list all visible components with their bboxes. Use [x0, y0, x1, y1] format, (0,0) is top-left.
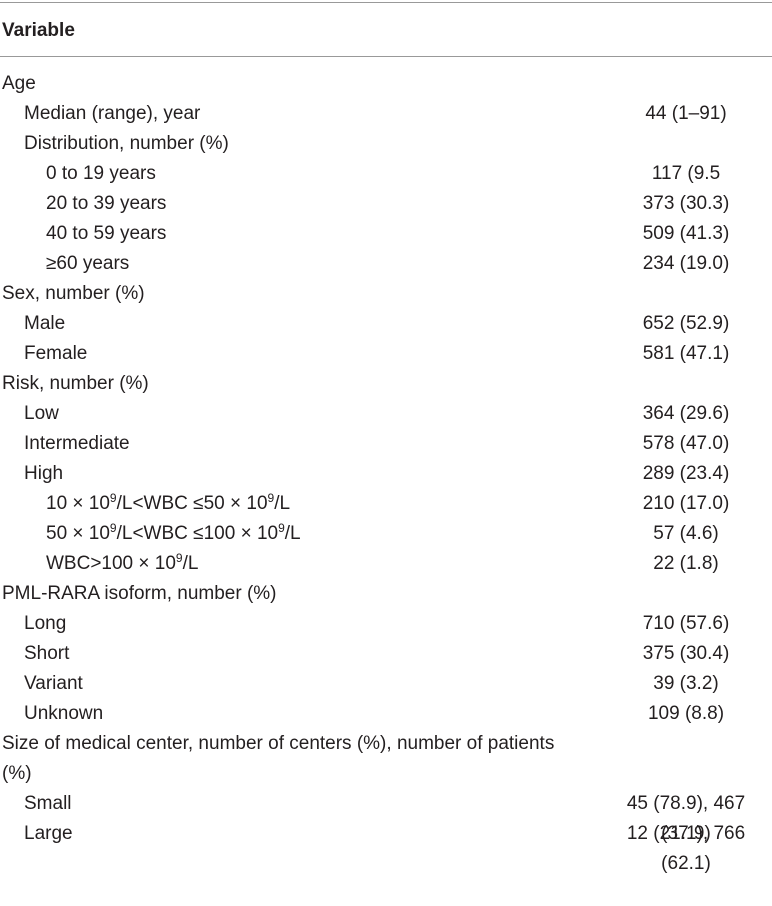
row-value: 44 (1–91) — [645, 103, 727, 124]
table-row: Risk, number (%) — [0, 369, 772, 399]
row-label: PML-RARA isoform, number (%) — [2, 583, 277, 604]
table-header: Variable — [0, 2, 772, 57]
table-row: PML-RARA isoform, number (%) — [0, 579, 772, 609]
table-row: ≥60 years 234 (19.0) — [0, 249, 772, 279]
table-row: Median (range), year 44 (1–91) — [0, 99, 772, 129]
row-value: 45 (78.9), 467 (37.9) — [626, 793, 746, 844]
table-row: Long 710 (57.6) — [0, 609, 772, 639]
table-row: 20 to 39 years 373 (30.3) — [0, 189, 772, 219]
table-body: Age Median (range), year 44 (1–91) Distribu… — [0, 69, 772, 874]
table-row: Sex, number (%) — [0, 279, 772, 309]
row-label: Risk, number (%) — [2, 373, 149, 394]
label-part: /L — [182, 553, 199, 574]
table-row: Large 12 (21.1), 766 (62.1) — [0, 819, 772, 874]
row-label: 0 to 19 years — [46, 163, 156, 184]
table-row: Low 364 (29.6) — [0, 399, 772, 429]
table-row: Short 375 (30.4) — [0, 639, 772, 669]
row-label: Low — [24, 403, 59, 424]
label-part: 50 × 10 — [46, 523, 110, 544]
table-row: Male 652 (52.9) — [0, 309, 772, 339]
row-value: 509 (41.3) — [642, 223, 730, 244]
table-row: 10 × 109/L<WBC ≤50 × 109/L 210 (17.0) — [0, 489, 772, 519]
row-label: Age — [2, 73, 36, 94]
row-label: WBC>100 × 109/L — [0, 549, 560, 579]
row-label: Long — [24, 613, 67, 634]
row-label: Male — [24, 313, 66, 334]
row-label: Female — [24, 343, 88, 364]
superscript: 9 — [109, 521, 117, 535]
row-value: 234 (19.0) — [642, 253, 730, 274]
row-value: 117 (9.5 — [651, 163, 721, 184]
row-label: Sex, number (%) — [2, 283, 145, 304]
table-row: High 289 (23.4) — [0, 459, 772, 489]
label-part: /L<WBC ≤100 × 10 — [116, 523, 279, 544]
row-label: High — [24, 463, 64, 484]
row-value: 652 (52.9) — [642, 313, 730, 334]
row-label: 20 to 39 years — [46, 193, 167, 214]
row-value: 109 (8.8) — [647, 703, 725, 724]
row-value: 581 (47.1) — [642, 343, 730, 364]
row-label: Variant — [24, 673, 83, 694]
table-row: Age — [0, 69, 772, 99]
row-value: 210 (17.0) — [642, 493, 730, 514]
row-value: 22 (1.8) — [653, 553, 719, 574]
row-label: Unknown — [24, 703, 104, 724]
row-label: Intermediate — [24, 433, 130, 454]
superscript: 9 — [109, 491, 117, 505]
table-row: Small 45 (78.9), 467 (37.9) — [0, 789, 772, 844]
row-label: Short — [24, 643, 70, 664]
row-label: Distribution, number (%) — [24, 133, 229, 154]
row-value: 39 (3.2) — [653, 673, 719, 694]
table-row: Variant 39 (3.2) — [0, 669, 772, 699]
superscript: 9 — [175, 551, 183, 565]
row-label: Size of medical center, number of center… — [2, 733, 555, 784]
label-part: 10 × 10 — [46, 493, 110, 514]
table-row: 50 × 109/L<WBC ≤100 × 109/L 57 (4.6) — [0, 519, 772, 549]
table-row: Size of medical center, number of center… — [0, 729, 772, 789]
row-value: 375 (30.4) — [642, 643, 730, 664]
header-text: Variable — [2, 20, 75, 41]
row-value: 710 (57.6) — [642, 613, 730, 634]
label-part: WBC>100 × 10 — [46, 553, 176, 574]
row-value: 364 (29.6) — [642, 403, 730, 424]
superscript: 9 — [267, 491, 275, 505]
table-row: Female 581 (47.1) — [0, 339, 772, 369]
row-label: Small — [24, 793, 72, 814]
row-label: 50 × 109/L<WBC ≤100 × 109/L — [0, 519, 560, 549]
row-value: 57 (4.6) — [653, 523, 719, 544]
row-label: 40 to 59 years — [46, 223, 167, 244]
table-row: Unknown 109 (8.8) — [0, 699, 772, 729]
table-row: Distribution, number (%) — [0, 129, 772, 159]
table-row: WBC>100 × 109/L 22 (1.8) — [0, 549, 772, 579]
row-value: 373 (30.3) — [642, 193, 730, 214]
row-value: 12 (21.1), 766 (62.1) — [626, 823, 746, 874]
table-row: 40 to 59 years 509 (41.3) — [0, 219, 772, 249]
row-value: 578 (47.0) — [642, 433, 730, 454]
table-row: Intermediate 578 (47.0) — [0, 429, 772, 459]
row-label: 10 × 109/L<WBC ≤50 × 109/L — [0, 489, 560, 519]
label-part: /L<WBC ≤50 × 10 — [116, 493, 268, 514]
row-label: ≥60 years — [46, 253, 130, 274]
table-row: 0 to 19 years 117 (9.5 — [0, 159, 772, 189]
superscript: 9 — [278, 521, 285, 535]
row-value: 289 (23.4) — [642, 463, 730, 484]
label-part: /L — [284, 523, 301, 544]
row-label: Large — [24, 823, 73, 844]
label-part: /L — [274, 493, 291, 514]
row-label: Median (range), year — [24, 103, 201, 124]
